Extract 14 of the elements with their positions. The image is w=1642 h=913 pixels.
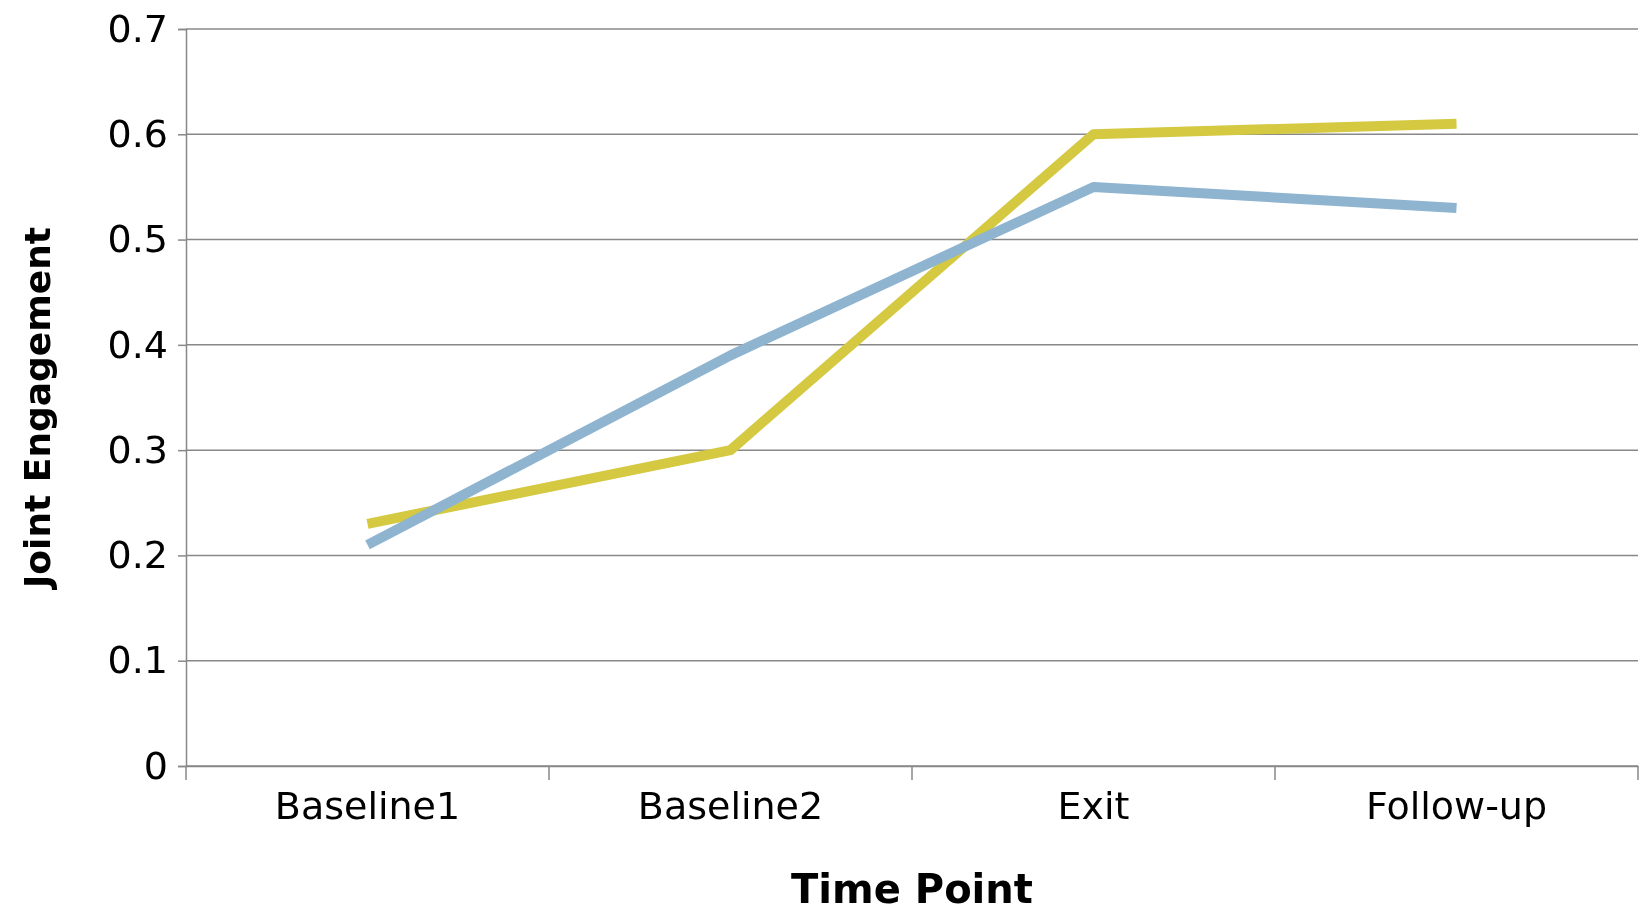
x-tick-label: Baseline2 — [637, 783, 824, 828]
y-tick-label: 0.6 — [107, 111, 168, 156]
y-axis-title: Joint Engagement — [17, 226, 58, 592]
y-tick-label: 0.1 — [107, 638, 168, 683]
y-tick-label: 0.4 — [107, 322, 168, 367]
y-tick-label: 0.7 — [107, 6, 168, 51]
x-axis-title: Time Point — [791, 866, 1033, 912]
x-tick-label: Exit — [1057, 783, 1130, 828]
y-tick-label: 0.2 — [107, 533, 168, 578]
y-tick-label: 0 — [143, 743, 168, 788]
x-tick-label: Baseline1 — [274, 783, 461, 828]
y-tick-label: 0.5 — [107, 217, 168, 262]
y-tick-label: 0.3 — [107, 427, 168, 472]
x-tick-label: Follow-up — [1365, 783, 1548, 828]
